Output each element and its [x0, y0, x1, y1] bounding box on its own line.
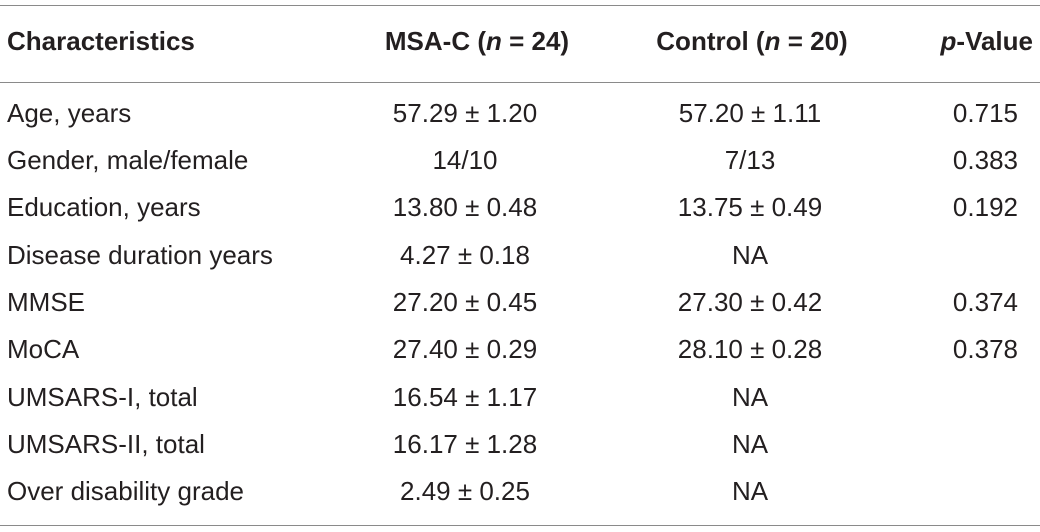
header-msa-c-n: n	[485, 26, 502, 56]
row-control-value: NA	[731, 382, 769, 412]
row-control-value: 7/13	[724, 145, 776, 175]
header-msa-c-prefix: MSA-C (	[384, 26, 486, 56]
row-control-value: 27.30 ± 0.42	[677, 287, 823, 317]
row-control-value: 57.20 ± 1.11	[678, 98, 822, 128]
row-label: Education, years	[7, 192, 201, 222]
table-header-rule	[0, 82, 1040, 83]
row-p-value: 0.192	[952, 192, 1018, 222]
row-label: Over disability grade	[7, 476, 244, 506]
row-msa-value: 27.40 ± 0.29	[392, 334, 538, 364]
row-label: MMSE	[7, 287, 85, 317]
row-msa-value: 16.54 ± 1.17	[392, 382, 538, 412]
row-msa-value: 13.80 ± 0.48	[392, 192, 538, 222]
row-msa-value: 57.29 ± 1.20	[392, 98, 538, 128]
row-msa-value: 4.27 ± 0.18	[400, 240, 530, 270]
table-top-rule	[0, 5, 1040, 6]
row-p-value: 0.374	[952, 287, 1018, 317]
header-p-value-p: p	[940, 26, 957, 56]
header-msa-c: MSA-C (n = 24)	[312, 26, 642, 56]
row-label: MoCA	[7, 334, 80, 364]
row-control-value: NA	[731, 476, 769, 506]
row-msa-value: 2.49 ± 0.25	[400, 476, 530, 506]
row-control-value: NA	[731, 240, 769, 270]
header-msa-c-suffix: = 24)	[501, 26, 570, 56]
row-control-value: NA	[731, 429, 769, 459]
row-msa-value: 14/10	[432, 145, 498, 175]
row-msa-value: 27.20 ± 0.45	[392, 287, 538, 317]
header-p-value: p-Value	[900, 26, 1033, 56]
header-control-suffix: = 20)	[780, 26, 848, 56]
row-p-value: 0.383	[952, 145, 1018, 175]
row-p-value: 0.715	[952, 98, 1018, 128]
row-control-value: 28.10 ± 0.28	[677, 334, 823, 364]
row-label: UMSARS-I, total	[7, 382, 198, 412]
row-control-value: 13.75 ± 0.49	[677, 192, 823, 222]
header-characteristics: Characteristics	[7, 26, 195, 56]
row-label: Gender, male/female	[7, 145, 249, 175]
header-control: Control (n = 20)	[592, 26, 912, 56]
row-label: UMSARS-II, total	[7, 429, 205, 459]
header-control-n: n	[764, 26, 781, 56]
table-bottom-rule	[0, 525, 1040, 526]
header-p-value-suffix: -Value	[956, 26, 1033, 56]
row-msa-value: 16.17 ± 1.28	[392, 429, 538, 459]
header-control-prefix: Control (	[656, 26, 765, 56]
row-label: Disease duration years	[7, 240, 273, 270]
row-p-value: 0.378	[952, 334, 1018, 364]
row-label: Age, years	[7, 98, 132, 128]
